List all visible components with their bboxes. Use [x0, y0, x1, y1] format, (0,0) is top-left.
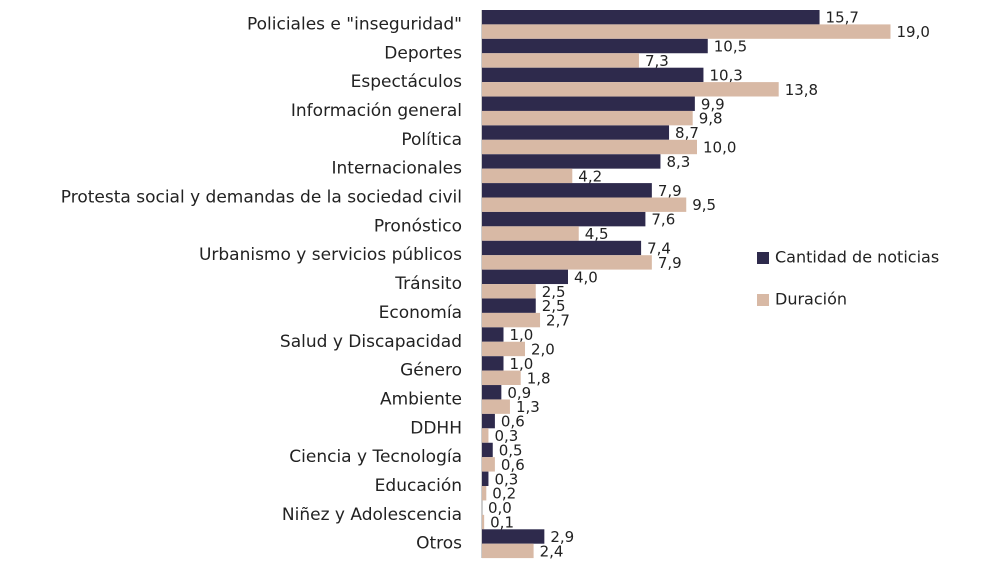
value-label: 8,3	[666, 153, 690, 171]
bar	[482, 53, 639, 68]
value-label: 7,9	[658, 254, 682, 272]
value-label: 2,5	[542, 297, 566, 315]
bar	[482, 125, 670, 140]
bar	[482, 543, 534, 559]
value-label: 9,9	[701, 95, 725, 113]
value-label: 1,0	[510, 355, 534, 373]
bar	[482, 10, 820, 25]
value-label: 0,5	[499, 441, 523, 459]
value-label: 0,3	[494, 470, 518, 488]
value-label: 4,5	[585, 225, 609, 243]
value-label: 8,7	[675, 124, 699, 142]
bar	[482, 183, 652, 198]
category-label: Niñez y Adolescencia	[282, 505, 462, 525]
value-label: 9,5	[692, 196, 716, 214]
value-label: 19,0	[897, 23, 930, 41]
category-label: Protesta social y demandas de la socieda…	[61, 188, 462, 208]
category-label: Pronóstico	[374, 216, 462, 236]
bar	[482, 457, 495, 472]
value-label: 2,0	[531, 340, 555, 358]
value-label: 7,4	[647, 240, 671, 258]
value-label: 0,0	[488, 499, 512, 517]
bar	[482, 356, 504, 371]
legend-label: Cantidad de noticias	[775, 248, 939, 267]
category-label: Internacionales	[332, 159, 463, 179]
category-label: Tránsito	[394, 274, 462, 294]
bar	[482, 24, 891, 39]
bar	[482, 312, 541, 328]
bar	[482, 38, 708, 54]
legend-swatch	[757, 252, 769, 264]
category-label: Ciencia y Tecnología	[289, 447, 462, 467]
bar	[482, 284, 536, 299]
value-label: 0,6	[501, 413, 525, 431]
category-label: Urbanismo y servicios públicos	[199, 245, 462, 265]
bar	[482, 413, 495, 429]
category-label: Economía	[379, 303, 462, 323]
bar	[482, 370, 521, 385]
value-label: 2,7	[546, 312, 570, 330]
bar	[482, 240, 642, 256]
bar	[482, 82, 779, 97]
category-label: Salud y Discapacidad	[280, 332, 462, 352]
bar	[482, 341, 525, 357]
bar	[482, 269, 568, 285]
category-label: Ambiente	[380, 389, 462, 409]
bar	[482, 529, 545, 544]
value-label: 2,9	[550, 528, 574, 546]
bar	[482, 139, 697, 155]
bar	[482, 327, 504, 342]
bar	[482, 514, 485, 530]
value-label: 0,6	[501, 456, 525, 474]
category-label: Deportes	[384, 43, 462, 63]
bar	[482, 385, 502, 400]
category-label: DDHH	[410, 418, 462, 438]
bar	[482, 255, 652, 270]
bar	[482, 471, 489, 486]
value-label: 1,8	[527, 369, 551, 387]
bar	[482, 442, 493, 458]
bar	[482, 110, 693, 126]
category-label: Información general	[291, 101, 462, 121]
legend-label: Duración	[775, 290, 847, 309]
bar	[482, 154, 661, 169]
bar	[482, 399, 510, 414]
value-label: 10,3	[709, 66, 742, 84]
value-label: 7,3	[645, 52, 669, 70]
value-label: 1,3	[516, 398, 540, 416]
category-label: Espectáculos	[351, 72, 463, 92]
value-label: 4,2	[578, 167, 602, 185]
value-label: 7,6	[651, 211, 675, 229]
value-label: 9,8	[699, 110, 723, 128]
category-label: Educación	[375, 476, 462, 496]
value-label: 13,8	[785, 81, 818, 99]
value-label: 0,9	[507, 384, 531, 402]
value-label: 10,0	[703, 139, 736, 157]
category-label: Otros	[416, 534, 462, 554]
value-label: 0,1	[490, 514, 514, 532]
category-label: Género	[400, 361, 462, 381]
value-label: 15,7	[826, 9, 859, 27]
value-label: 0,3	[494, 427, 518, 445]
value-label: 4,0	[574, 268, 598, 286]
bar	[482, 486, 487, 501]
bar	[482, 226, 579, 241]
value-label: 2,4	[540, 542, 564, 560]
legend-swatch	[757, 294, 769, 306]
value-label: 10,5	[714, 38, 747, 56]
value-label: 1,0	[510, 326, 534, 344]
value-label: 0,2	[492, 485, 516, 503]
value-label: 2,5	[542, 283, 566, 301]
bar	[482, 67, 704, 83]
bar	[482, 211, 646, 227]
value-label: 7,9	[658, 182, 682, 200]
category-label: Política	[401, 130, 462, 150]
category-label: Policiales e "inseguridad"	[247, 14, 462, 34]
bar	[482, 428, 489, 443]
bar	[482, 168, 573, 184]
bar	[482, 96, 695, 111]
bar	[482, 197, 687, 212]
bar	[482, 298, 536, 313]
